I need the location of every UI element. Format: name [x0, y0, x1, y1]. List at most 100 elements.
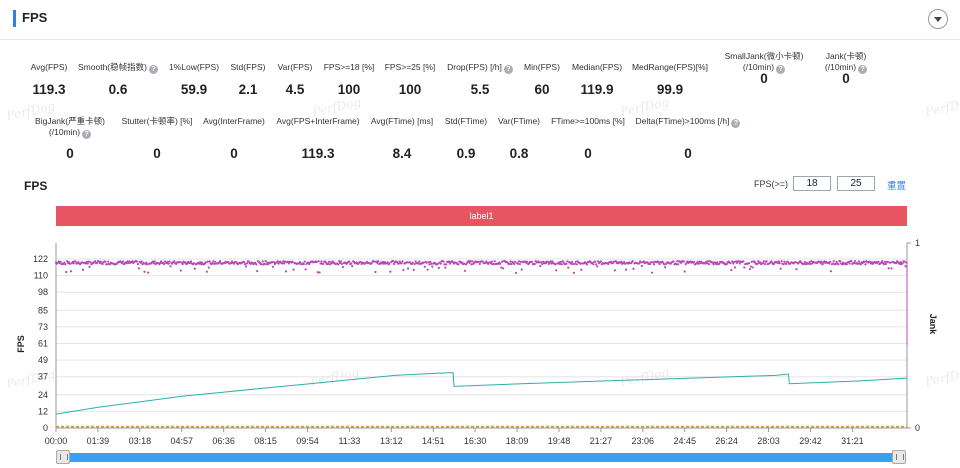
fps-point	[283, 262, 286, 265]
fps-point	[877, 260, 880, 264]
fps-point	[286, 260, 290, 263]
collapse-chevron-icon[interactable]	[928, 9, 948, 29]
fps-point	[181, 262, 184, 266]
help-icon[interactable]: ?	[858, 65, 868, 74]
fps-point	[243, 263, 247, 266]
fps-point	[351, 265, 354, 268]
fps-point	[623, 260, 626, 264]
fps-point	[319, 262, 322, 265]
fps-point	[596, 260, 600, 263]
fps-point	[567, 266, 570, 269]
fps-point	[328, 263, 331, 266]
fps-point	[526, 260, 529, 263]
fps-point	[518, 262, 521, 266]
help-icon[interactable]: ?	[776, 65, 786, 74]
fps-point	[67, 261, 71, 264]
stat-label: Delta(FTime)>100ms [/h]?	[628, 116, 748, 128]
fps-point	[153, 260, 156, 263]
fps-point	[337, 263, 340, 266]
fps-point	[541, 262, 544, 266]
stats_row1-stat-2: 1%Low(FPS) 59.9	[134, 62, 254, 97]
stat-label: FTime>=100ms [%]	[528, 116, 648, 127]
fps-point	[414, 260, 417, 263]
fps-point	[208, 260, 211, 263]
fps-point	[859, 263, 862, 266]
fps-point	[467, 260, 470, 263]
fps-point	[339, 260, 343, 263]
stat-label-unit: (/10min)?	[704, 62, 824, 74]
help-icon[interactable]: ?	[731, 119, 741, 128]
fps-point	[284, 270, 288, 273]
scroll-handle-right[interactable]	[892, 450, 906, 464]
fps-point	[509, 260, 512, 263]
fps-point	[750, 260, 753, 263]
fps-point	[189, 260, 193, 263]
time-range-scrollbar[interactable]	[56, 450, 906, 464]
fps-point	[406, 267, 410, 270]
fps-point	[831, 262, 834, 265]
fps-point	[318, 271, 321, 274]
fps-point	[599, 260, 602, 263]
fps-point	[370, 261, 373, 265]
help-icon[interactable]: ?	[503, 65, 513, 74]
stat-label-text: Stutter(卡顿率) [%]	[121, 116, 193, 126]
fps-point	[107, 260, 110, 263]
y-tick-label: 24	[38, 390, 48, 400]
fps-point	[380, 262, 384, 265]
fps-point	[423, 265, 426, 268]
y-tick-label: 122	[33, 254, 48, 264]
stat-value: 0.6	[108, 82, 128, 97]
fps-threshold-input-1[interactable]	[793, 176, 831, 191]
fps-point	[903, 260, 906, 263]
help-icon[interactable]: ?	[148, 65, 158, 74]
fps-point	[166, 260, 169, 264]
fps-threshold-input-2[interactable]	[837, 176, 875, 191]
scroll-handle-left[interactable]	[56, 450, 70, 464]
fps-point	[649, 262, 652, 266]
fps-point	[431, 265, 434, 268]
fps-point	[697, 262, 700, 266]
stat-value: 0	[230, 146, 238, 161]
stat-label-text: Avg(InterFrame)	[203, 116, 265, 126]
fps-point	[706, 260, 710, 263]
fps-point	[192, 262, 195, 265]
fps-point	[393, 262, 396, 266]
x-tick-label: 00:00	[45, 436, 68, 446]
x-tick-label: 06:36	[212, 436, 235, 446]
fps-point	[68, 262, 72, 265]
x-tick-label: 26:24	[715, 436, 738, 446]
fps-point	[555, 269, 558, 272]
fps-point	[712, 263, 715, 266]
fps-point	[125, 262, 128, 265]
label-bar[interactable]: label1	[56, 206, 907, 226]
fps-point	[254, 261, 257, 264]
stats_row1-stat-7: Drop(FPS) [/h]? 5.5	[420, 62, 540, 97]
fps-point	[640, 264, 643, 268]
stat-label-text: Std(FTime)	[444, 116, 488, 126]
fps-point	[427, 261, 430, 264]
fps-chart[interactable]: 0 12 24 37 49 61 73 85 98 110 122 0 1 FPS Jank 00:00 01:…	[0, 232, 960, 446]
scroll-track[interactable]	[56, 453, 906, 462]
y2-tick-label: 1	[915, 238, 920, 248]
stat-label-text: Var(FPS)	[277, 62, 313, 72]
fps-point	[594, 260, 597, 263]
fps-point	[657, 261, 660, 264]
stats_row2-stat-7: FTime>=100ms [%] 0	[528, 116, 648, 161]
fps-point	[827, 262, 831, 265]
reset-button[interactable]: 重置	[887, 181, 907, 192]
help-icon[interactable]: ?	[82, 130, 92, 139]
fps-point	[808, 260, 811, 264]
series-line	[55, 372, 908, 415]
fps-point	[704, 262, 707, 265]
fps-point	[263, 262, 266, 265]
fps-point	[624, 262, 627, 265]
fps-point	[683, 270, 686, 273]
stat-label: Jank(卡顿)	[786, 51, 906, 62]
fps-point	[802, 262, 806, 265]
fps-point	[199, 261, 202, 264]
fps-point	[559, 260, 562, 264]
fps-point	[401, 260, 404, 263]
fps-point	[646, 261, 649, 264]
stat-label: Smooth(稳帧指数)?	[58, 62, 178, 74]
fps-point	[572, 271, 575, 274]
